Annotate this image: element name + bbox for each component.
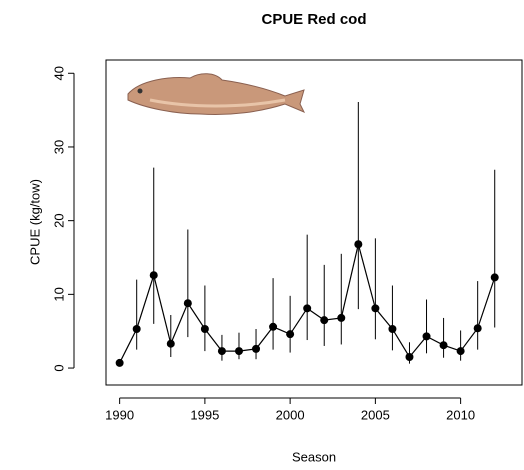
data-point <box>269 322 278 331</box>
plot-box <box>105 59 523 386</box>
data-point <box>388 324 397 333</box>
x-tick-label: 1990 <box>105 407 134 422</box>
x-tick-label: 2005 <box>361 407 390 422</box>
data-point <box>115 358 124 367</box>
data-point <box>473 324 482 333</box>
data-point <box>320 316 329 325</box>
data-point <box>422 332 431 341</box>
data-point <box>234 347 243 356</box>
data-point <box>405 352 414 361</box>
data-point <box>252 344 261 353</box>
data-point <box>149 271 158 280</box>
data-point <box>200 324 209 333</box>
data-point <box>132 324 141 333</box>
data-point <box>490 273 499 282</box>
x-tick-label: 2010 <box>446 407 475 422</box>
data-point <box>439 341 448 350</box>
y-tick-label: 30 <box>51 140 66 154</box>
data-point <box>337 313 346 322</box>
data-point <box>166 339 175 348</box>
y-tick-label: 0 <box>51 364 66 371</box>
x-tick-label: 1995 <box>190 407 219 422</box>
data-point <box>183 299 192 308</box>
chart-title: CPUE Red cod <box>261 11 366 28</box>
data-point <box>371 304 380 313</box>
x-tick-label: 2000 <box>276 407 305 422</box>
fish-image <box>127 73 306 115</box>
y-tick-label: 10 <box>51 287 66 301</box>
x-axis-label: Season <box>292 449 336 464</box>
y-tick-label: 40 <box>51 66 66 80</box>
data-point <box>354 240 363 249</box>
y-axis-label: CPUE (kg/tow) <box>27 179 42 265</box>
data-point <box>303 304 312 313</box>
y-tick-label: 20 <box>51 213 66 227</box>
data-point <box>286 330 295 339</box>
data-point <box>217 347 226 356</box>
data-point <box>456 347 465 356</box>
